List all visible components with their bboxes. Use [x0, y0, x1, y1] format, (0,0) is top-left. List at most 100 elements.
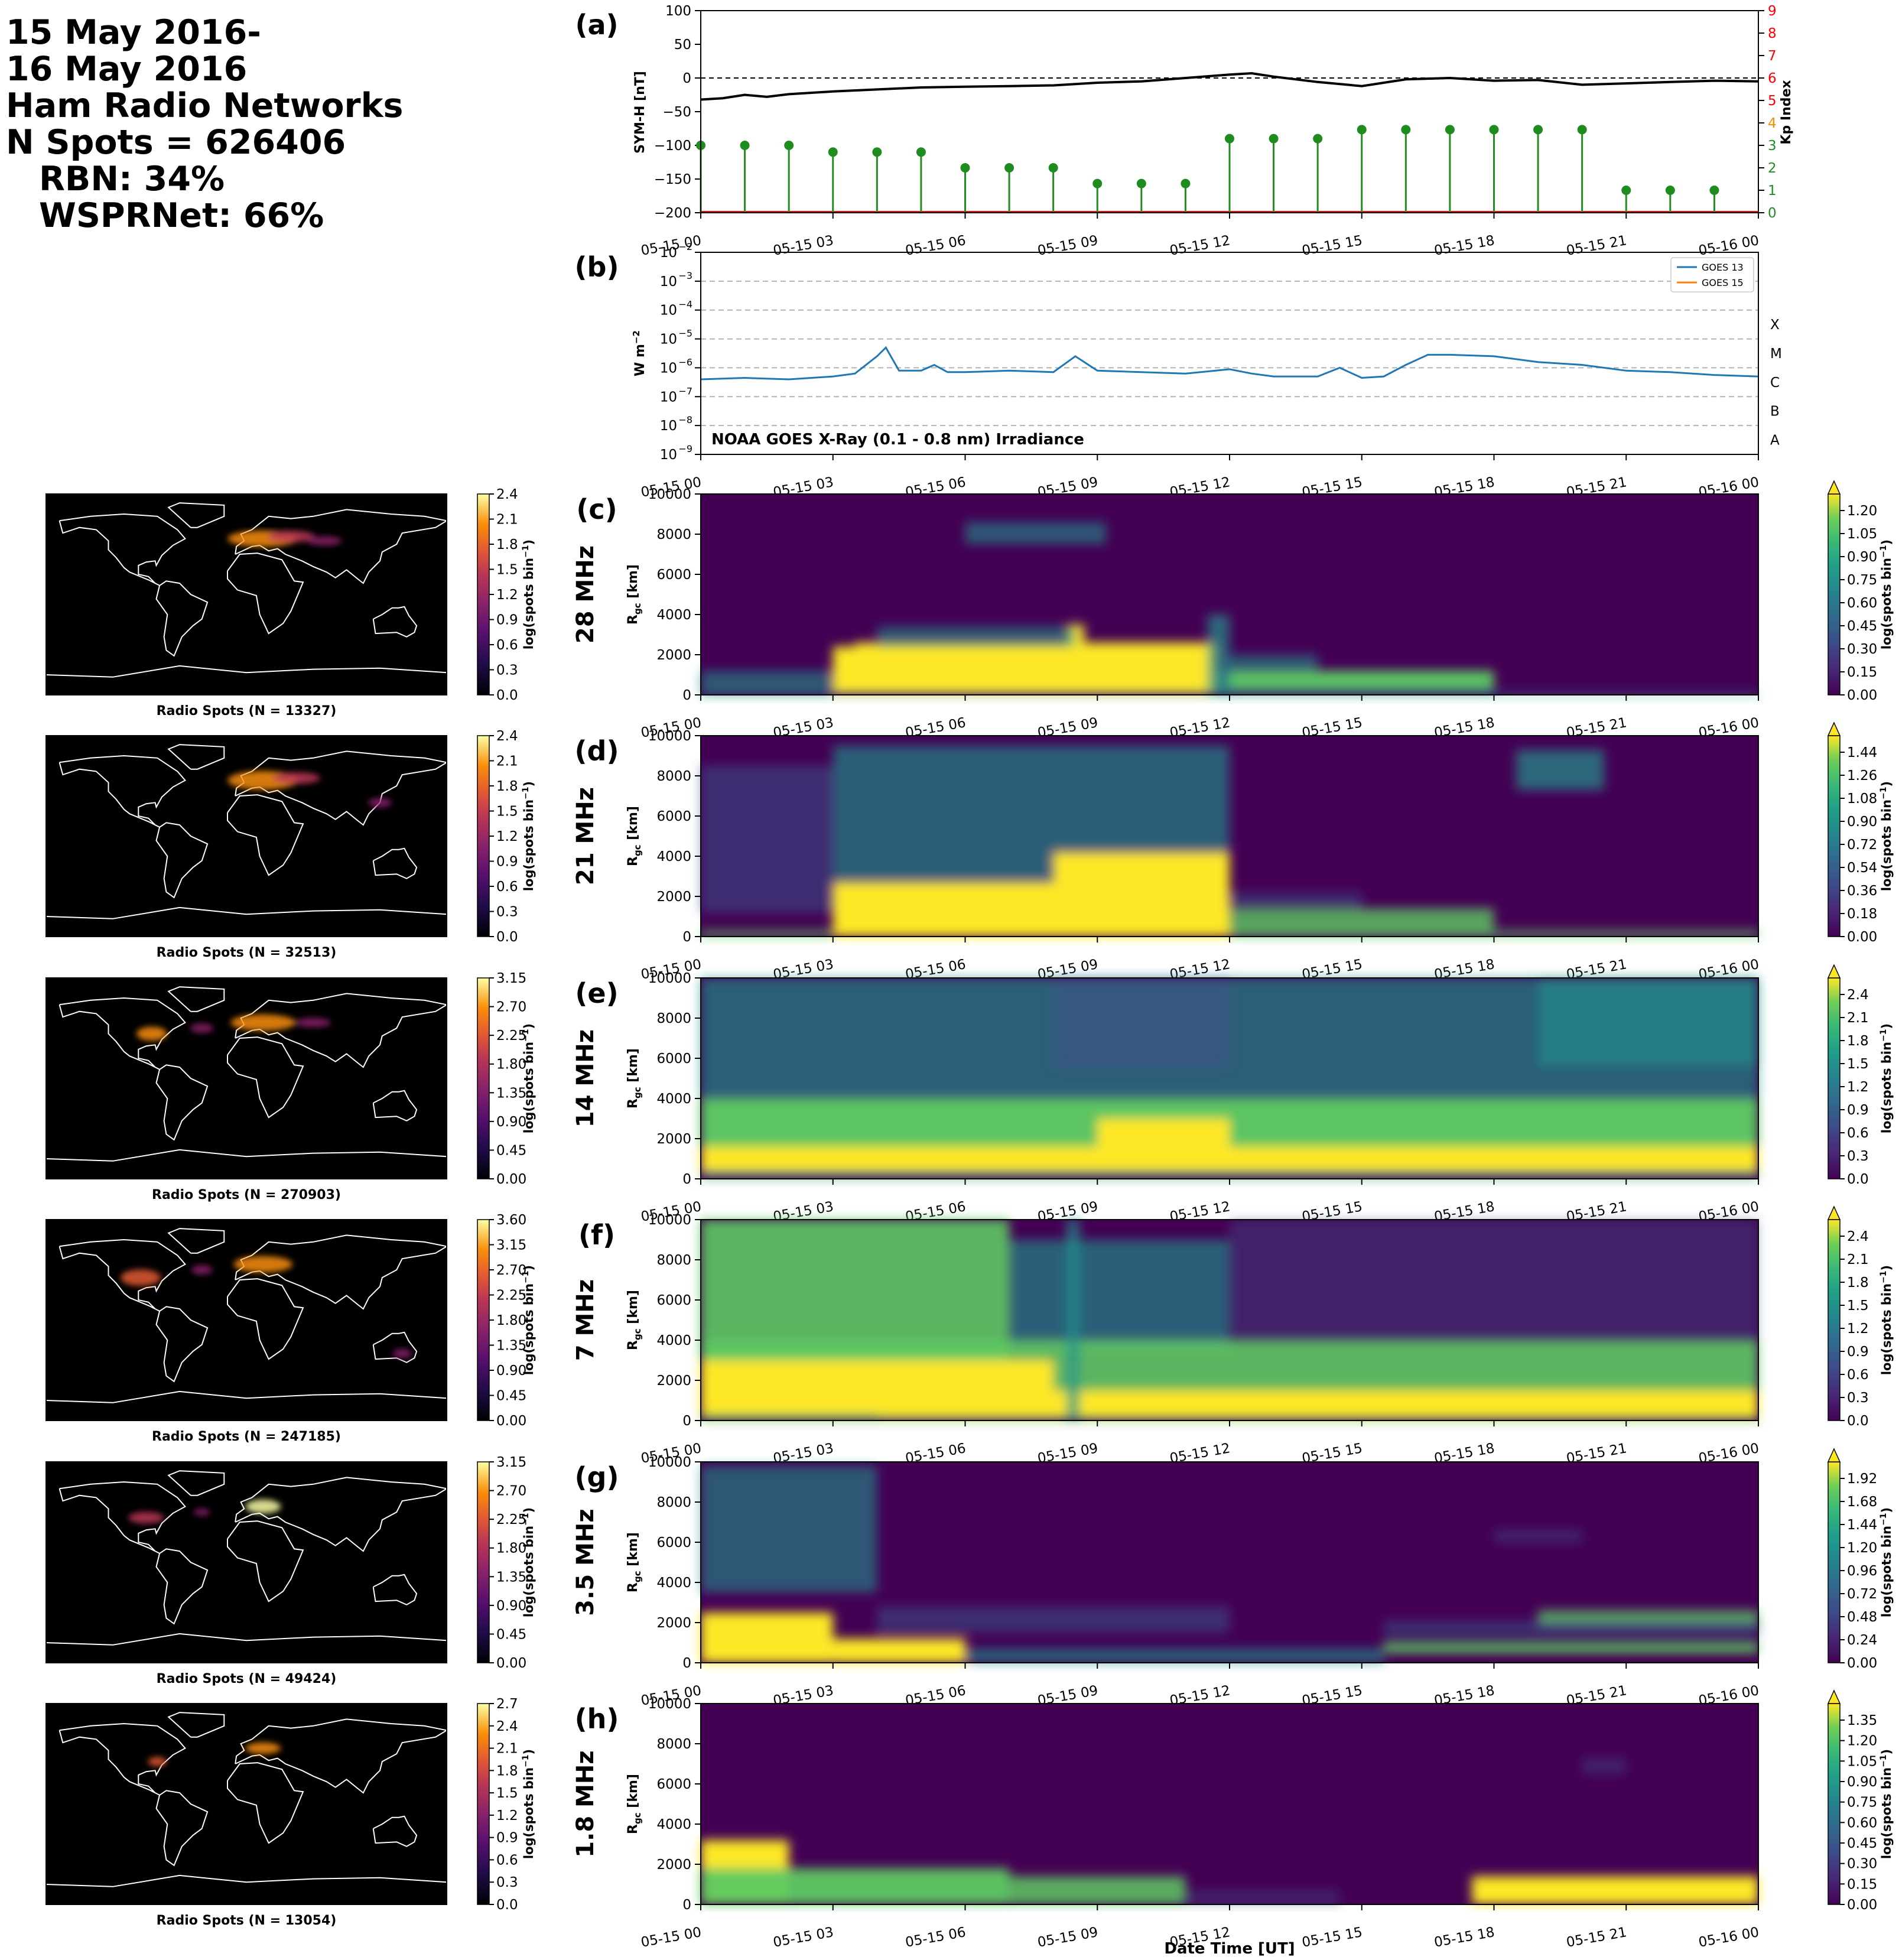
map-colorbar-label-exponent: −1	[521, 545, 531, 557]
map-coastline	[372, 606, 418, 638]
colorbar-tick-label: 0.45	[1847, 1836, 1877, 1851]
goes-ytick-label: 10	[660, 447, 677, 463]
goes-ytick-label: 10	[660, 389, 677, 405]
map-coastline	[58, 1239, 186, 1312]
map-coastline	[45, 1633, 447, 1646]
kp-marker	[1533, 125, 1543, 135]
map-colorbar-tick-label: 1.8	[496, 537, 518, 552]
heatmap-blob	[1472, 1876, 1758, 1904]
colorbar-label-text: log(spots bin	[1880, 1042, 1894, 1133]
map-colorbar-tick-label: 2.70	[496, 1000, 526, 1015]
goes-ytick-label: 10	[660, 418, 677, 434]
map-coastline	[58, 755, 186, 828]
map-caption: Radio Spots (N = 32513)	[157, 945, 337, 960]
map-colorbar-tick-label: 1.2	[496, 587, 518, 603]
colorbar-tick-label: 0.3	[1847, 1390, 1869, 1406]
kp-marker	[916, 147, 926, 157]
panel-label-a: (a)	[575, 9, 618, 41]
map-colorbar-tick-label: 3.60	[496, 1213, 526, 1228]
band-28MHz-world-map	[45, 493, 448, 695]
kp-ytick-label: 5	[1768, 93, 1777, 109]
range-ytick-label: 8000	[656, 769, 691, 784]
colorbar-tick-label: 2.1	[1847, 1010, 1869, 1026]
kp-axis-label: Kp Index	[1779, 80, 1794, 144]
heatmap-density	[701, 1465, 1758, 1663]
colorbar-extend-arrow	[1827, 1205, 1841, 1220]
range-axis-label-unit: [km]	[626, 564, 640, 603]
map-colorbar-label-close: )	[522, 1749, 536, 1755]
panel-label: (h)	[575, 1703, 619, 1735]
band-35MHz-heatmap	[701, 1462, 1758, 1663]
map-coastline	[167, 986, 225, 1012]
symh-ytick-label: 50	[674, 37, 691, 53]
heatmap-blob	[1185, 1890, 1340, 1904]
panel-a-xtick-label: 05-15 03	[772, 233, 835, 259]
map-colorbar-label-close: )	[522, 1265, 536, 1271]
map-frame	[45, 1703, 447, 1905]
band-18MHz-xtick-label: 05-16 00	[1698, 1925, 1760, 1951]
colorbar-tick-label: 0.15	[1847, 665, 1877, 680]
map-coastline	[372, 1815, 418, 1847]
symh-ytick-label: 0	[682, 71, 691, 86]
map-colorbar-tick-label: 0.3	[496, 1875, 518, 1890]
colorbar-extend-arrow	[1827, 1448, 1841, 1462]
colorbar-tick-label: 0.96	[1847, 1564, 1877, 1579]
map-caption: Radio Spots (N = 247185)	[152, 1429, 341, 1444]
map-coastline	[167, 1228, 225, 1254]
kp-marker	[1445, 125, 1455, 135]
panel-b-frame	[700, 252, 1759, 455]
colorbar-tick-label: 0.00	[1847, 1897, 1877, 1913]
band-label: 7 MHz	[572, 1279, 599, 1361]
colorbar-extend-arrow	[1827, 1689, 1841, 1704]
flare-class-label: C	[1770, 375, 1780, 391]
colorbar-tick-label: 0.00	[1847, 688, 1877, 703]
colorbar-tick-label: 0.60	[1847, 1815, 1877, 1831]
band-35MHz-world-map	[45, 1461, 448, 1663]
colorbar-label-exponent: −1	[1879, 1270, 1888, 1283]
heatmap-density	[701, 978, 1758, 1179]
map-coastline	[155, 1790, 209, 1867]
goes-axis-label-exponent: −2	[631, 330, 642, 344]
goes-ytick-exponent: −5	[678, 328, 692, 339]
range-axis-label-symbol: R	[626, 856, 640, 866]
header-date-end: 16 May 2016	[6, 50, 248, 89]
flare-class-label: M	[1770, 346, 1782, 362]
map-spot-cluster	[267, 530, 315, 542]
colorbar-tick-label: 0.9	[1847, 1103, 1869, 1118]
colorbar-tick-label: 1.05	[1847, 526, 1877, 542]
map-colorbar-tick-label: 1.5	[496, 563, 518, 578]
map-colorbar-label-exponent: −1	[521, 1754, 531, 1767]
map-spot-density	[227, 530, 342, 547]
map-spot-cluster	[392, 1348, 412, 1358]
range-ytick-label: 8000	[656, 527, 691, 542]
panel-a-xtick-label: 05-15 12	[1169, 233, 1231, 259]
colorbar-tick-label: 1.8	[1847, 1033, 1869, 1049]
colorbar-tick-label: 0.6	[1847, 1126, 1869, 1141]
colorbar-tick-label: 0.30	[1847, 642, 1877, 657]
range-ytick-label: 0	[682, 1172, 691, 1187]
range-ytick-label: 0	[682, 1897, 691, 1913]
kp-marker	[1357, 125, 1367, 135]
kp-marker	[1577, 125, 1587, 135]
kp-marker	[1269, 134, 1279, 144]
colorbar-tick-label: 0.72	[1847, 1587, 1877, 1602]
goes-ytick-label: 10	[660, 245, 677, 261]
range-ytick-label: 4000	[656, 1333, 691, 1348]
goes-annotation: NOAA GOES X-Ray (0.1 - 0.8 nm) Irradianc…	[711, 431, 1084, 448]
colorbar-label-text: log(spots bin	[1880, 558, 1894, 649]
symh-axis-label: SYM-H [nT]	[633, 71, 648, 154]
range-ytick-label: 6000	[656, 1535, 691, 1551]
map-colorbar-tick-label: 0.90	[496, 1114, 526, 1130]
heatmap-blob	[1384, 1620, 1758, 1637]
map-colorbar-tick-label: 1.80	[496, 1541, 526, 1556]
colorbar-tick-label: 2.4	[1847, 1229, 1869, 1244]
map-background	[46, 978, 447, 1179]
map-coastline	[167, 1712, 225, 1738]
colorbar-label-text: log(spots bin	[1880, 1767, 1894, 1859]
colorbar-label-close: )	[1880, 1749, 1894, 1755]
kp-ytick-label: 9	[1768, 4, 1777, 19]
heatmap-blob	[1230, 1220, 1758, 1340]
range-ytick-label: 0	[682, 1656, 691, 1671]
map-spot-cluster	[148, 1757, 167, 1767]
band-label: 14 MHz	[572, 1029, 599, 1127]
